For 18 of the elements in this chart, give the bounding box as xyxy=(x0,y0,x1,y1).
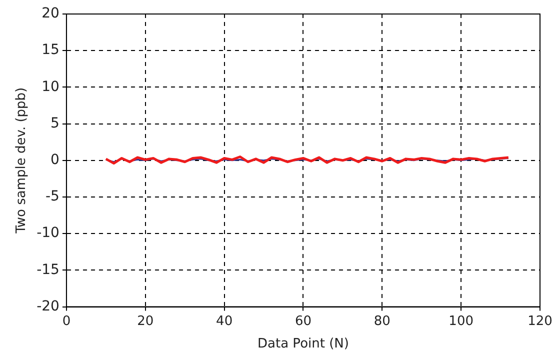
x-tick-label: 20 xyxy=(137,314,154,329)
y-axis-title: Two sample dev. (ppb) xyxy=(14,87,30,234)
y-tick-label: -15 xyxy=(36,262,60,278)
x-tick-label: 80 xyxy=(374,314,390,329)
x-axis-title: Data Point (N) xyxy=(258,336,349,352)
y-tick-label: 10 xyxy=(42,78,60,95)
y-tick-label: 0 xyxy=(50,152,60,168)
x-tick-label: 120 xyxy=(528,314,552,329)
x-tick-label: 100 xyxy=(448,314,474,329)
y-tick-label: -20 xyxy=(36,298,60,314)
y-tick-label: -5 xyxy=(45,188,60,205)
y-tick-label: 15 xyxy=(42,42,60,58)
x-tick-label: 0 xyxy=(62,314,71,329)
x-tick-label: 40 xyxy=(216,314,233,329)
y-tick-label: 20 xyxy=(42,6,60,22)
y-tick-label: 5 xyxy=(50,115,60,132)
x-tick-label: 60 xyxy=(294,314,312,329)
y-tick-label: -10 xyxy=(36,225,60,242)
